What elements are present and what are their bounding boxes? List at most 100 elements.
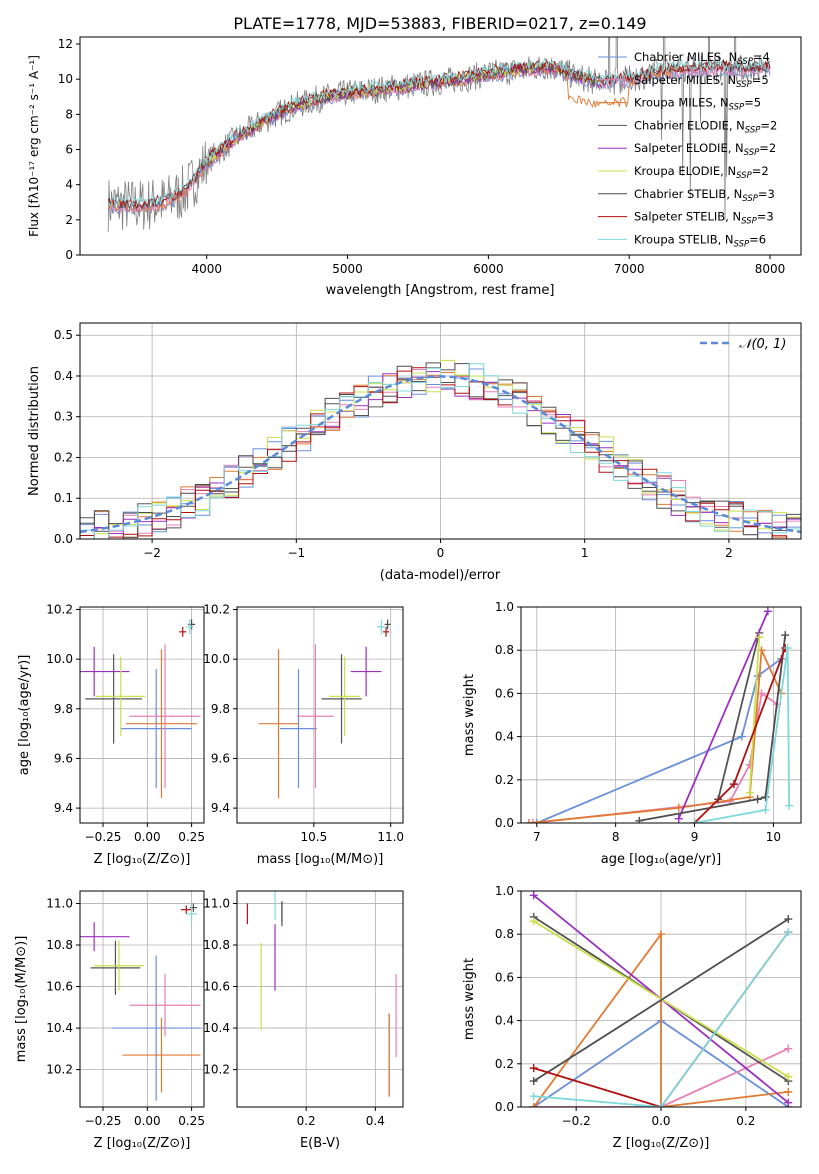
- series-point-kroupa-stelib: [784, 928, 793, 937]
- panel-age-vs-Z: −0.25 0.00 0.25 9.4 9.6 9.8 10.0 10.2 Z [log₁₀(Z…: [17, 602, 205, 867]
- xtick-label: 0.00: [134, 1114, 161, 1128]
- series-point-salpeter-elodie: [529, 891, 538, 900]
- age-vs-Z-ylabel: age [log₁₀(age/yr)]: [17, 655, 32, 776]
- panel-mass-vs-Z: −0.25 0.00 0.25 10.2 10.4 10.6 10.8 11.0 Z [log₁…: [14, 890, 205, 1151]
- series-point-salpeter-stelib: [529, 1064, 538, 1073]
- histogram-xtick-label: 0: [437, 546, 445, 560]
- series-point-kroupa-elodie: [745, 788, 754, 797]
- mass-weight-vs-Z-marks: [529, 891, 793, 1107]
- series-point-kroupa-miles: [784, 1087, 793, 1096]
- ytick-label: 9.4: [54, 801, 73, 815]
- histogram-ylabel: Normed distribution: [27, 366, 42, 496]
- model-spectrum-salpeter-stelib: [107, 57, 771, 210]
- xtick-label: −0.25: [85, 830, 122, 844]
- mass-vs-Z-ylabel: mass [log₁₀(M/M⊙)]: [14, 936, 29, 1063]
- series-point-salpeter-stelib: [729, 780, 738, 789]
- xtick-label: 0.25: [178, 830, 205, 844]
- ytick-label: 10.6: [203, 980, 230, 994]
- histogram-ytick-label: 0.2: [54, 450, 73, 464]
- histogram-xlabel: (data-model)/error: [380, 568, 501, 583]
- ytick-label: 1.0: [495, 884, 514, 898]
- age-vs-Z-marks: [80, 619, 201, 799]
- ytick-label: 10.8: [46, 938, 73, 952]
- ytick-label: 0.2: [495, 1057, 514, 1071]
- ytick-label: 11.0: [46, 896, 73, 910]
- series-point-chabrier-stelib: [753, 795, 762, 804]
- ytick-label: 10.6: [46, 980, 73, 994]
- mass-vs-EBV-marks: [246, 891, 397, 1097]
- age-vs-mass-xlabel: mass [log₁₀(M/M⊙)]: [257, 852, 384, 867]
- series-point-chabrier-miles: [737, 732, 746, 741]
- series-point-kroupa-elodie: [529, 917, 538, 926]
- mass-weight-vs-age-xlabel: age [log₁₀(age/yr)]: [601, 852, 722, 867]
- ytick-label: 0.0: [495, 1100, 514, 1114]
- series-point-kroupa-stelib: [761, 806, 770, 815]
- ytick-label: 0.8: [495, 643, 514, 657]
- histogram-ytick-label: 0.3: [54, 410, 73, 424]
- xtick-label: 9: [691, 830, 699, 844]
- ytick-label: 9.6: [54, 751, 73, 765]
- series-line-kroupa-stelib: [533, 931, 790, 1107]
- ytick-label: 10.0: [203, 652, 230, 666]
- histogram-xtick-label: −2: [143, 546, 161, 560]
- series-point-chabrier-stelib: [784, 915, 793, 924]
- panel-age-vs-mass: 10.5 11.0 9.4 9.6 9.8 10.0 10.2 mass [log₁₀(M/M…: [203, 602, 404, 867]
- series-point-kroupa-stelib: [529, 1092, 538, 1101]
- parameter-panels: −0.25 0.00 0.25 9.4 9.6 9.8 10.0 10.2 Z [log₁₀(Z…: [14, 600, 802, 1151]
- series-point-kroupa-miles: [524, 819, 533, 823]
- age-vs-mass-frame: [236, 606, 404, 824]
- spectrum-ytick-label: 2: [65, 213, 73, 227]
- model-spectrum-kroupa-elodie: [206, 61, 602, 164]
- histogram-xtick-label: 2: [725, 546, 733, 560]
- histogram-ytick-label: 0.0: [54, 532, 73, 546]
- series-point-chabrier-stelib: [761, 793, 770, 802]
- series-point-kroupa-miles: [529, 1103, 538, 1107]
- xtick-label: −0.2: [562, 1114, 591, 1128]
- gaussian-curve: [80, 375, 801, 534]
- xtick-label: 0.25: [178, 1114, 205, 1128]
- series-point-salpeter-elodie: [674, 814, 683, 823]
- spectrum-frame: [79, 36, 802, 256]
- legend-label-salpeter-elodie: Salpeter ELODIE, NSSP=2: [634, 141, 776, 158]
- mass-vs-Z-frame: [79, 890, 205, 1108]
- legend-label-kroupa-stelib: Kroupa STELIB, NSSP=6: [634, 232, 766, 249]
- ytick-label: 9.8: [54, 702, 73, 716]
- spectrum-xlabel: wavelength [Angstrom, rest frame]: [326, 283, 555, 298]
- series-line-kroupa-stelib: [694, 647, 791, 823]
- series-line-kroupa-miles: [532, 931, 789, 1107]
- ytick-label: 9.8: [211, 702, 230, 716]
- mass-vs-EBV-frame: [236, 890, 404, 1108]
- xtick-label: 0.4: [366, 1114, 385, 1128]
- series-line-chabrier-stelib: [533, 918, 789, 1082]
- xtick-label: 10: [766, 830, 781, 844]
- legend-label-chabrier-elodie: Chabrier ELODIE, NSSP=2: [634, 118, 777, 135]
- series-point-salpeter-miles: [784, 1044, 793, 1053]
- histogram-legend: 𝒩(0, 1): [700, 337, 786, 352]
- ytick-label: 11.0: [203, 896, 230, 910]
- spectrum-xtick-label: 4000: [191, 262, 222, 276]
- xtick-label: 10.5: [300, 830, 327, 844]
- xtick-label: 0.2: [736, 1114, 755, 1128]
- ytick-label: 0.4: [495, 1014, 514, 1028]
- series-point-chabrier-stelib: [781, 631, 790, 640]
- ytick-label: 0.6: [495, 970, 514, 984]
- spectrum-xtick-label: 6000: [473, 262, 504, 276]
- series-line-salpeter-elodie: [677, 610, 769, 820]
- spectrum-panel: 4000 5000 6000 7000 8000 0 2 4 6 8 10 12 Chabrier M…: [27, 36, 802, 298]
- series-point-salpeter-elodie: [763, 607, 772, 616]
- mass-weight-vs-age-frame: [520, 606, 802, 824]
- ytick-label: 0.2: [495, 773, 514, 787]
- panel-mass-vs-EBV: 0.2 0.4 10.2 10.4 10.6 10.8 11.0 E(B-V): [203, 890, 404, 1151]
- histogram-kroupa-stelib: [80, 363, 801, 539]
- series-line-chabrier-stelib: [639, 634, 787, 822]
- series-point-kroupa-stelib: [657, 1103, 665, 1107]
- xtick-label: 7: [533, 830, 541, 844]
- series-point-chabrier-stelib: [529, 1077, 538, 1086]
- ytick-label: 1.0: [495, 600, 514, 614]
- series-point-kroupa-stelib: [785, 801, 794, 810]
- spectrum-ytick-label: 0: [65, 248, 73, 262]
- xtick-label: 8: [612, 830, 620, 844]
- legend-label-chabrier-stelib: Chabrier STELIB, NSSP=3: [634, 187, 775, 204]
- ytick-label: 10.2: [46, 1063, 73, 1077]
- spectrum-xtick-label: 7000: [614, 262, 645, 276]
